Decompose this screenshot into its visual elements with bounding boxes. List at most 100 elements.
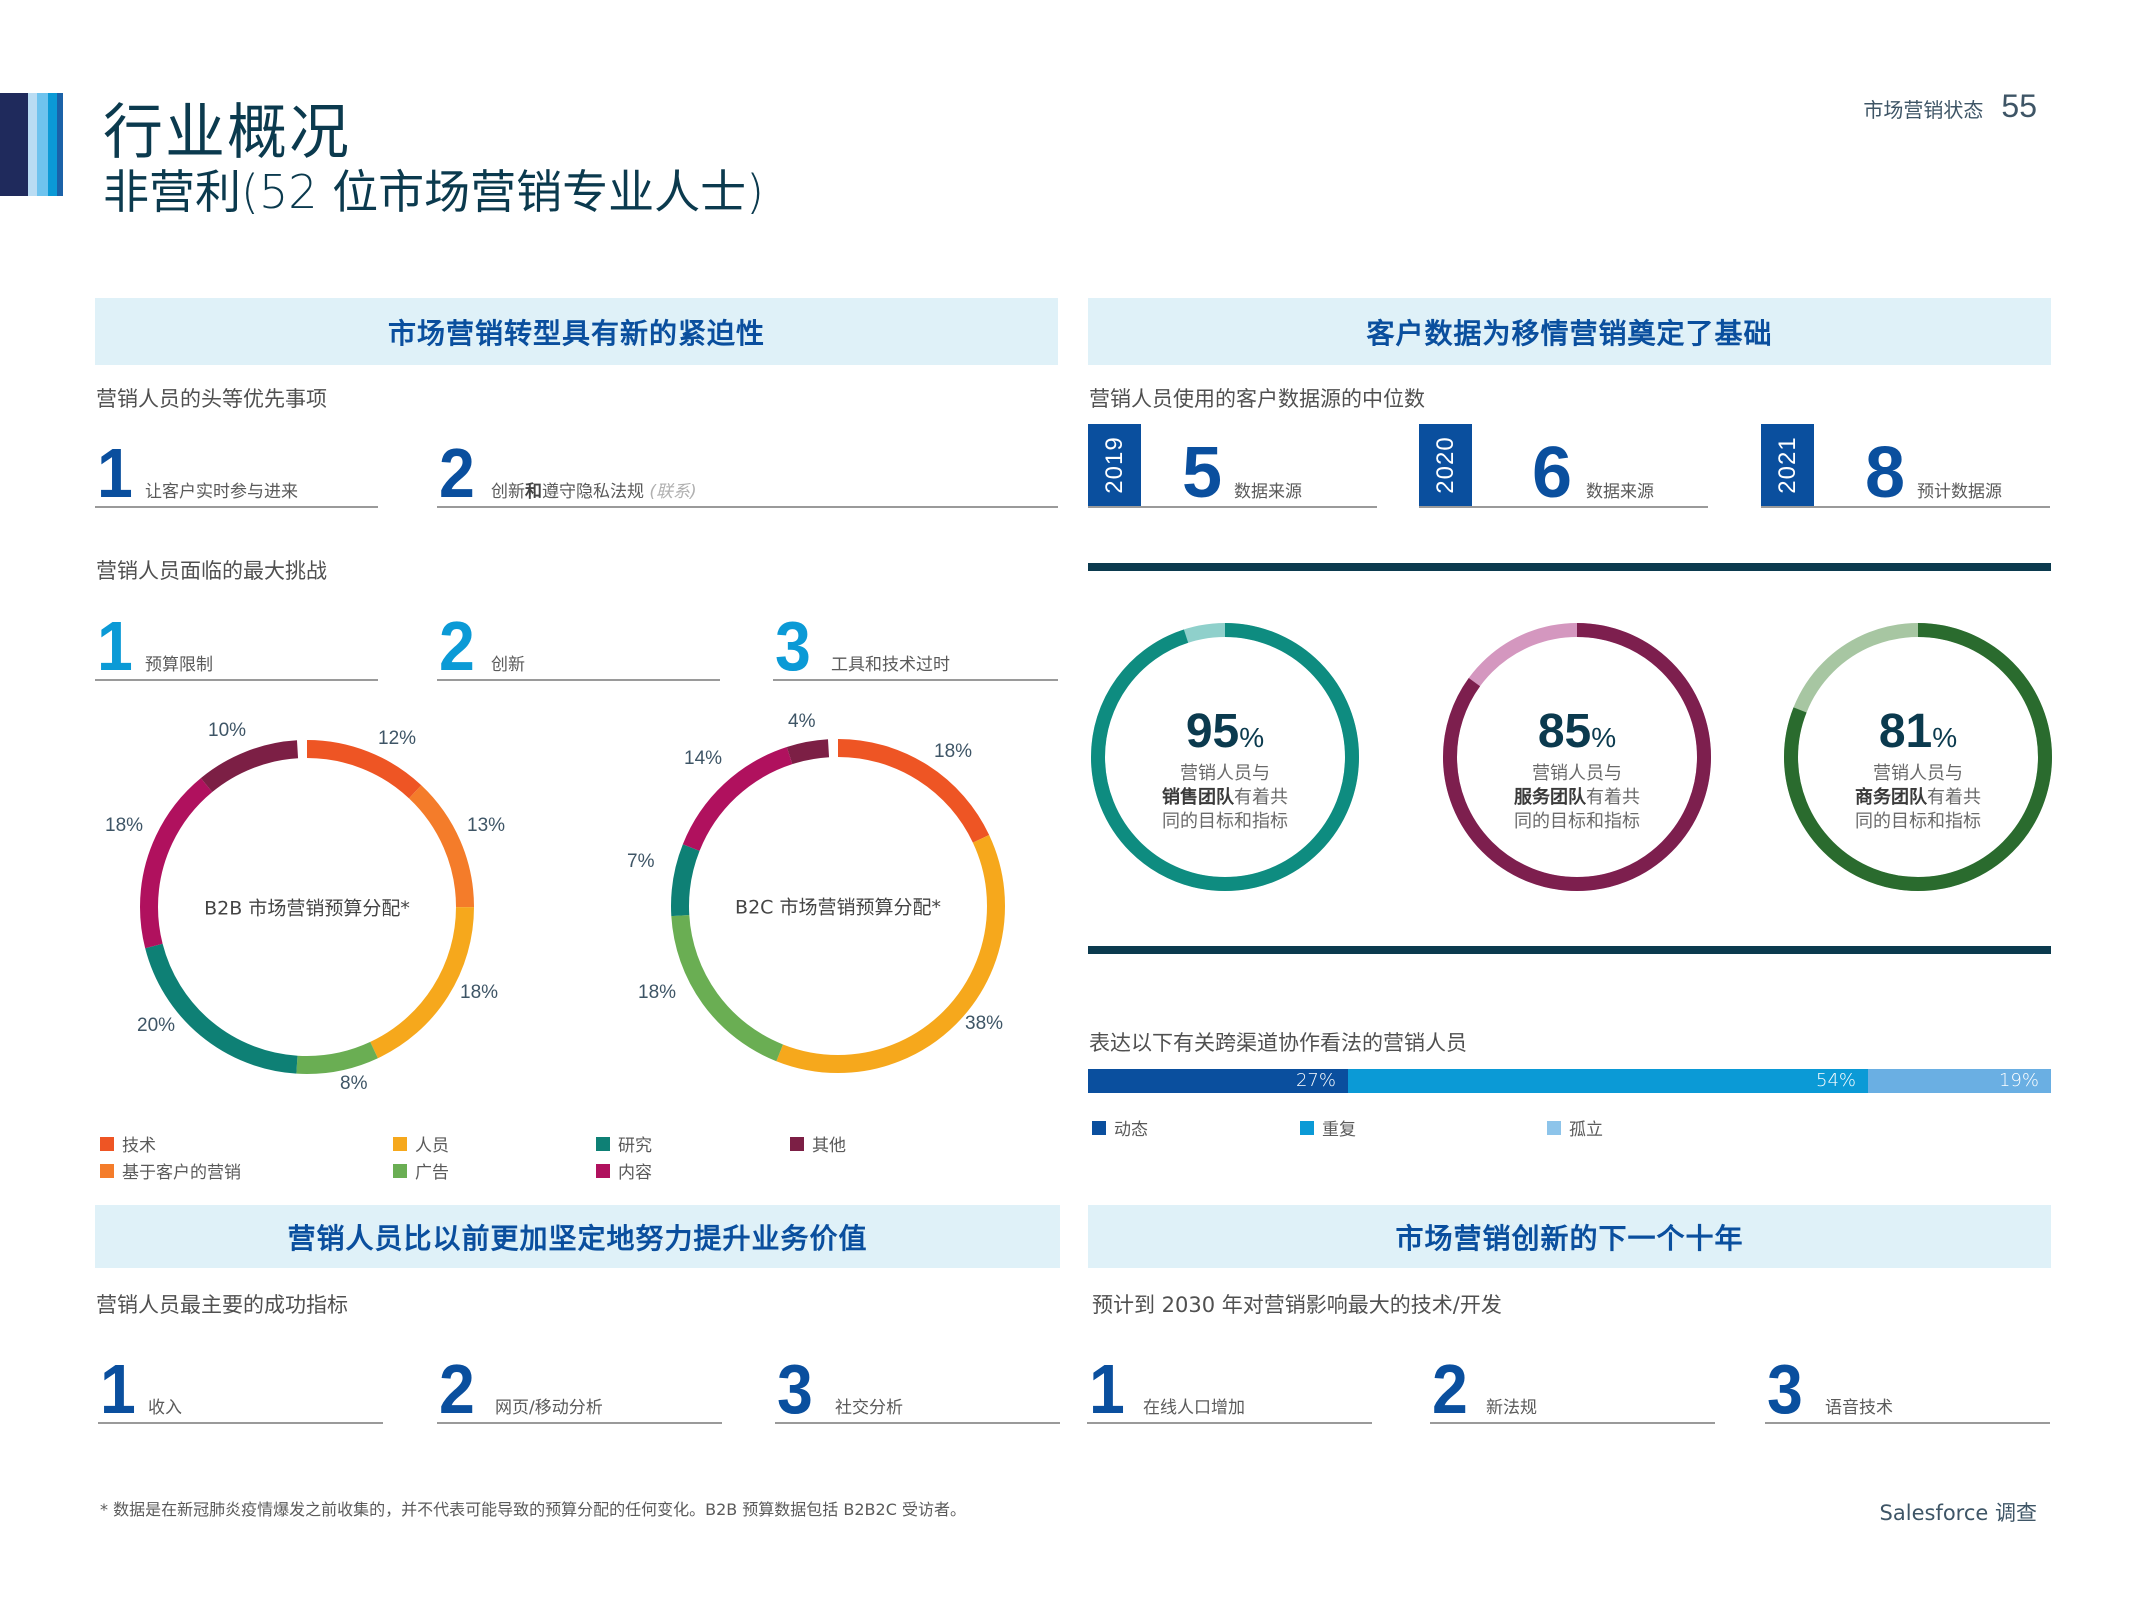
source-unit: 数据来源 [1234, 482, 1302, 502]
legend-item-content: 内容 [596, 1158, 652, 1183]
page-subtitle: 非营利(52 位市场营销专业人士) [103, 165, 765, 219]
legend-item-research: 研究 [596, 1131, 652, 1156]
rank-number: 3 [1767, 1350, 1803, 1428]
percent-value: 85 [1537, 705, 1592, 758]
page-title: 行业概况 [103, 98, 351, 168]
text-part: 创新 [491, 482, 525, 502]
page-number: 55 [2001, 88, 2037, 124]
segment-people [671, 739, 1005, 1073]
bar-segment-siloed: 19% [1868, 1069, 2051, 1093]
data-label: 38% [965, 1013, 1004, 1034]
legend-label: 技术 [122, 1136, 156, 1156]
banner-title: 市场营销创新的下一个十年 [1395, 1221, 1744, 1255]
banner-title: 市场营销转型具有新的紧迫性 [387, 316, 765, 350]
source-unit: 数据来源 [1586, 482, 1654, 502]
legend-item-tech: 技术 [100, 1131, 156, 1156]
segment-content [140, 740, 474, 1074]
legend-swatch [596, 1163, 610, 1178]
legend-label: 重复 [1322, 1120, 1356, 1140]
stripe-2 [28, 93, 37, 196]
goal-ring-text-service: 85% 营销人员与 服务团队有着共 同的目标和指标 [1514, 708, 1640, 834]
section-banner-data: 客户数据为移情营销奠定了基础 [1088, 298, 2051, 365]
legend-swatch [1092, 1120, 1106, 1135]
metric-item: 1 收入 [98, 1354, 383, 1424]
legend-swatch [1547, 1120, 1561, 1135]
ring-percent: 95% [1185, 705, 1265, 758]
legend-swatch [100, 1136, 114, 1151]
challenge-item: 1 预算限制 [95, 611, 378, 681]
bar-label: 27% [1295, 1070, 1336, 1091]
section-banner-urgency: 市场营销转型具有新的紧迫性 [95, 298, 1058, 365]
legend-label: 其他 [812, 1136, 846, 1156]
year-badge: 2020 [1419, 424, 1472, 506]
rank-number: 2 [1432, 1350, 1468, 1428]
banner-title: 客户数据为移情营销奠定了基础 [1366, 316, 1773, 350]
data-label: 10% [208, 720, 247, 741]
ring-percent: 81% [1878, 705, 1958, 758]
year-text: 2020 [1431, 436, 1459, 494]
ring-value [1443, 623, 1711, 891]
year-card-2019: 2019 5 数据来源 [1088, 424, 1377, 509]
tech-text: 在线人口增加 [1143, 1398, 1245, 1418]
team-name: 服务团队 [1514, 787, 1586, 808]
year-text: 2021 [1773, 436, 1801, 494]
challenge-text: 预算限制 [145, 655, 213, 675]
text-bold: 和 [525, 482, 542, 502]
legend-label: 内容 [618, 1163, 652, 1183]
text-part: 遵守隐私法规 [542, 482, 644, 502]
ring-line: 同的目标和指标 [1162, 811, 1288, 832]
ring-line: 营销人员与 [1532, 763, 1622, 784]
challenges-label: 营销人员面临的最大挑战 [96, 559, 327, 583]
collab-label: 表达以下有关跨渠道协作看法的营销人员 [1089, 1031, 1467, 1055]
data-label: 12% [378, 728, 417, 749]
divider-rule [1088, 946, 2051, 954]
ring-line-rest: 有着共 [1234, 787, 1288, 808]
metric-item: 2 网页/移动分析 [437, 1354, 722, 1424]
footnote: * 数据是在新冠肺炎疫情爆发之前收集的，并不代表可能导致的预算分配的任何变化。B… [100, 1500, 966, 1519]
segment-research [671, 739, 1005, 1073]
metric-text: 收入 [148, 1398, 182, 1418]
segment-ads [140, 740, 474, 1074]
ring-percent: 85% [1537, 705, 1617, 758]
tech-label: 预计到 2030 年对营销影响最大的技术/开发 [1092, 1293, 1502, 1317]
data-label: 18% [105, 815, 144, 836]
challenge-text: 创新 [491, 655, 525, 675]
stripe-4 [48, 93, 57, 196]
legend-label: 人员 [415, 1136, 449, 1156]
ring-line: 销售团队有着共 [1162, 786, 1288, 810]
goal-ring-service [1443, 623, 1711, 891]
data-label: 14% [684, 748, 723, 769]
tech-text: 新法规 [1486, 1398, 1537, 1418]
bar-label: 54% [1816, 1070, 1857, 1091]
ring-line: 营销人员与 [1180, 763, 1270, 784]
segment-tech [140, 740, 474, 1074]
priorities-label: 营销人员的头等优先事项 [96, 387, 327, 411]
data-label: 8% [340, 1073, 368, 1094]
tech-item: 3 语音技术 [1765, 1350, 2050, 1428]
legend-label: 动态 [1114, 1120, 1148, 1140]
goal-ring-text-sales: 95% 营销人员与 销售团队有着共 同的目标和指标 [1162, 708, 1288, 834]
priority-item: 1 让客户实时参与进来 [95, 438, 378, 508]
legend-item-other: 其他 [790, 1131, 846, 1156]
data-label: 4% [788, 711, 816, 732]
text-muted: (联系) [649, 482, 697, 502]
stripe-1 [0, 93, 28, 196]
section-banner-value: 营销人员比以前更加坚定地努力提升业务价值 [95, 1205, 1060, 1268]
b2b-donut-chart [140, 740, 474, 1074]
legend-item-people: 人员 [393, 1131, 449, 1156]
collab-stacked-bar: 27% 54% 19% [1088, 1069, 2051, 1093]
rank-number: 1 [1089, 1350, 1125, 1428]
year-text: 2019 [1100, 436, 1128, 494]
rank-number: 2 [439, 434, 475, 512]
goal-ring-sales [1091, 623, 1359, 891]
data-label: 18% [460, 982, 499, 1003]
ring-line: 营销人员与 [1873, 763, 1963, 784]
legend-swatch [393, 1163, 407, 1178]
section-banner-decade: 市场营销创新的下一个十年 [1088, 1205, 2051, 1268]
data-label: 20% [137, 1015, 176, 1036]
segment-abm [140, 740, 474, 1074]
ring-line: 服务团队有着共 [1514, 786, 1640, 810]
year-badge: 2019 [1088, 424, 1141, 506]
legend-label: 研究 [618, 1136, 652, 1156]
segment-tech [671, 739, 1005, 1073]
